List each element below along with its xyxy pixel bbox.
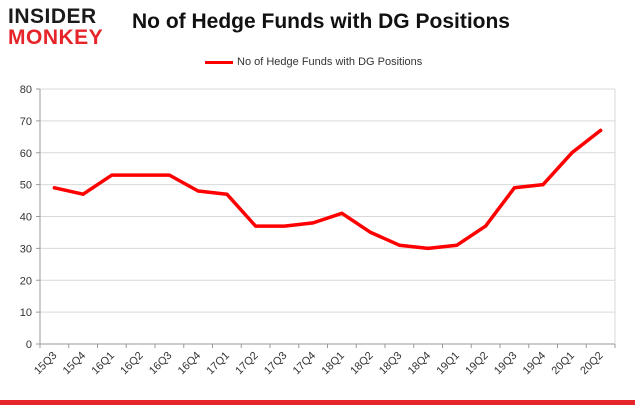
gridlines — [40, 88, 615, 313]
x-tick-label: 20Q2 — [578, 350, 606, 378]
legend-swatch — [205, 60, 233, 64]
axes — [36, 88, 616, 348]
y-tick-labels: 0 10 20 30 40 50 60 70 80 — [20, 84, 32, 351]
data-point — [426, 246, 430, 250]
y-tick-label: 20 — [20, 275, 32, 287]
data-point — [397, 243, 401, 247]
series-line — [52, 128, 603, 251]
y-tick-label: 30 — [20, 243, 32, 255]
data-point — [81, 192, 85, 196]
legend-label: No of Hedge Funds with DG Positions — [237, 56, 423, 68]
x-tick-label: 18Q4 — [406, 350, 434, 378]
data-point — [599, 128, 603, 133]
x-tick-label: 15Q3 — [32, 350, 60, 378]
x-tick-label: 16Q3 — [147, 350, 175, 378]
data-point — [340, 211, 344, 215]
chart-legend: No of Hedge Funds with DG Positions — [205, 54, 422, 70]
data-point — [254, 224, 258, 228]
x-tick-label: 17Q2 — [233, 350, 261, 378]
data-point — [282, 224, 286, 228]
x-tick-label: 18Q3 — [377, 350, 405, 378]
data-point — [139, 173, 143, 177]
data-point — [541, 183, 545, 187]
brand-bottom-bar — [0, 400, 635, 405]
x-tick-label: 19Q4 — [521, 350, 549, 378]
data-point — [484, 224, 488, 228]
x-tick-label: 18Q1 — [319, 350, 347, 378]
x-tick-label: 15Q4 — [61, 350, 89, 378]
x-tick-labels: 15Q3 15Q4 16Q1 16Q2 16Q3 16Q4 17Q1 17Q2 17Q3 17Q4… — [32, 350, 606, 378]
x-tick-label: 17Q1 — [204, 350, 232, 378]
x-tick-label: 17Q3 — [262, 350, 290, 378]
data-point — [570, 151, 574, 155]
data-point — [167, 173, 171, 177]
data-point — [110, 173, 114, 177]
data-point — [225, 192, 229, 196]
y-tick-label: 0 — [26, 339, 32, 351]
x-tick-label: 19Q1 — [434, 350, 462, 378]
x-tick-label: 16Q4 — [176, 350, 204, 378]
y-tick-label: 60 — [20, 148, 32, 160]
x-tick-label: 19Q2 — [463, 350, 491, 378]
data-point — [455, 243, 459, 247]
insider-monkey-logo: INSIDER MONKEY — [8, 6, 120, 50]
x-tick-label: 16Q2 — [118, 350, 146, 378]
data-point — [196, 189, 200, 193]
chart-title: No of Hedge Funds with DG Positions — [132, 10, 510, 33]
logo-text-insider: INSIDER — [8, 5, 97, 28]
x-tick-label: 17Q4 — [291, 350, 319, 378]
x-tick-label: 16Q1 — [89, 350, 117, 378]
series-lines — [52, 128, 603, 251]
x-tick-label: 18Q2 — [348, 350, 376, 378]
data-point — [311, 221, 315, 225]
y-tick-label: 50 — [20, 180, 32, 192]
y-tick-label: 80 — [20, 84, 32, 96]
data-point — [52, 186, 56, 190]
data-point — [369, 230, 373, 235]
y-tick-label: 70 — [20, 116, 32, 128]
y-tick-label: 40 — [20, 212, 32, 224]
x-tick-label: 20Q1 — [549, 350, 577, 378]
x-tick-label: 19Q3 — [492, 350, 520, 378]
data-point — [512, 186, 516, 190]
y-tick-label: 10 — [20, 307, 32, 319]
logo-text-monkey: MONKEY — [8, 26, 104, 49]
